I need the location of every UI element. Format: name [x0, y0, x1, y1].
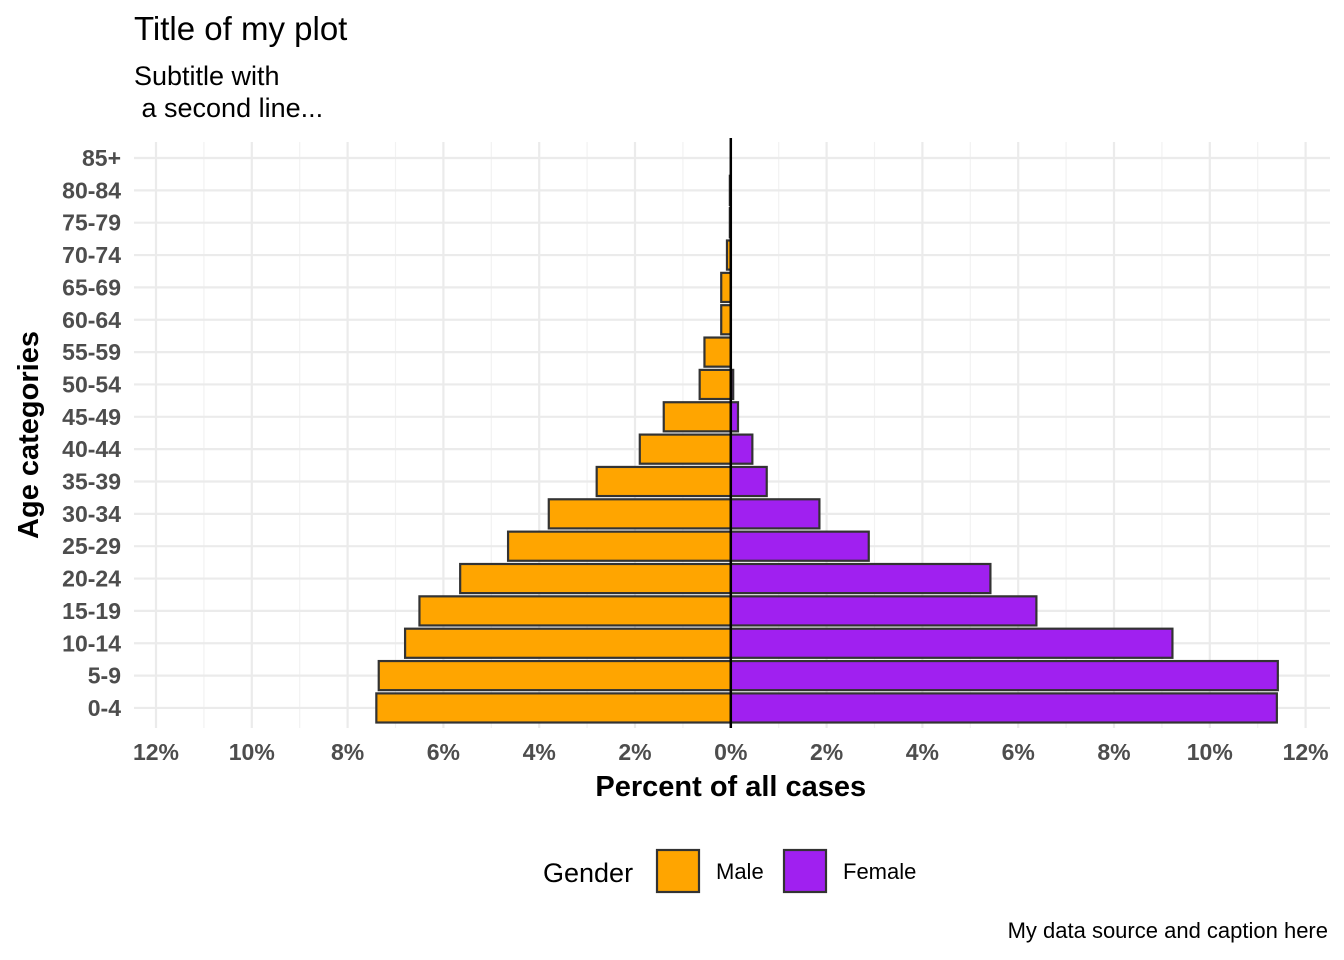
x-tick-label: 0%: [714, 739, 747, 765]
bar-male-5-9: [377, 659, 732, 692]
x-tick-label: 10%: [229, 739, 275, 765]
chart-title: Title of my plot: [134, 10, 348, 47]
y-tick-label: 5-9: [88, 663, 121, 689]
chart-subtitle: Subtitle with a second line...: [134, 61, 324, 123]
y-tick-label: 10-14: [62, 630, 121, 656]
y-tick-label: 70-74: [62, 242, 121, 268]
y-tick-label: 45-49: [62, 404, 121, 430]
y-axis-tick-labels: 0-4 5-9 10-14 15-19 20-24 25-29 30-34 35-39 40-4…: [62, 145, 121, 721]
y-axis-title: Age categories: [13, 331, 45, 539]
bar-male-45-49: [662, 401, 732, 433]
chart-caption: My data source and caption here: [1007, 918, 1328, 943]
x-tick-label: 12%: [133, 739, 179, 765]
x-tick-label: 8%: [1097, 739, 1130, 765]
bar-female-20-24: [729, 562, 992, 595]
y-tick-label: 85+: [82, 145, 121, 171]
bars-layer: [375, 174, 1279, 724]
legend-label-male: Male: [716, 859, 764, 884]
bar-female-30-34: [729, 498, 821, 530]
legend-label-female: Female: [843, 859, 916, 884]
x-axis-title: Percent of all cases: [595, 771, 866, 803]
bar-female-40-44: [729, 433, 754, 465]
y-tick-label: 60-64: [62, 307, 121, 333]
bar-male-30-34: [547, 498, 732, 530]
y-tick-label: 30-34: [62, 501, 121, 527]
y-tick-label: 65-69: [62, 274, 121, 300]
x-tick-label: 8%: [331, 739, 364, 765]
bar-male-65-69: [720, 271, 732, 304]
y-tick-label: 50-54: [62, 371, 121, 397]
bar-female-15-19: [729, 595, 1038, 627]
bar-male-60-64: [720, 304, 732, 336]
x-tick-label: 12%: [1283, 739, 1329, 765]
bar-male-20-24: [459, 562, 732, 595]
bar-male-55-59: [703, 336, 732, 368]
y-tick-label: 75-79: [62, 210, 121, 236]
bar-male-50-54: [698, 368, 732, 401]
bar-female-0-4: [729, 692, 1278, 724]
bar-female-5-9: [729, 659, 1279, 692]
bar-male-0-4: [375, 692, 732, 724]
x-axis-tick-labels: 12% 10% 8% 6% 4% 2% 0% 2% 4% 6% 8% 10% 12%: [133, 739, 1329, 765]
y-tick-label: 0-4: [88, 695, 121, 721]
y-tick-label: 15-19: [62, 598, 121, 624]
x-tick-label: 6%: [427, 739, 460, 765]
legend-key-male: [655, 848, 701, 894]
bar-male-10-14: [403, 627, 732, 659]
legend-key-female: [782, 848, 828, 894]
bar-female-10-14: [729, 627, 1174, 659]
x-tick-label: 2%: [618, 739, 651, 765]
bar-male-40-44: [638, 433, 732, 465]
bar-female-25-29: [729, 530, 870, 562]
x-tick-label: 2%: [810, 739, 843, 765]
y-tick-label: 20-24: [62, 566, 121, 592]
legend: Gender Male Female: [543, 848, 916, 894]
bar-male-25-29: [506, 530, 732, 562]
x-tick-label: 4%: [906, 739, 939, 765]
x-tick-label: 6%: [1002, 739, 1035, 765]
legend-title: Gender: [543, 858, 633, 888]
y-tick-label: 40-44: [62, 436, 121, 462]
y-tick-label: 55-59: [62, 339, 121, 365]
legend-items: Male Female: [655, 848, 916, 894]
y-tick-label: 25-29: [62, 533, 121, 559]
y-tick-label: 35-39: [62, 469, 121, 495]
x-tick-label: 4%: [523, 739, 556, 765]
bar-male-15-19: [418, 595, 732, 627]
bar-female-35-39: [729, 465, 768, 498]
bar-male-35-39: [595, 465, 732, 498]
x-tick-label: 10%: [1187, 739, 1233, 765]
y-tick-label: 80-84: [62, 177, 121, 203]
